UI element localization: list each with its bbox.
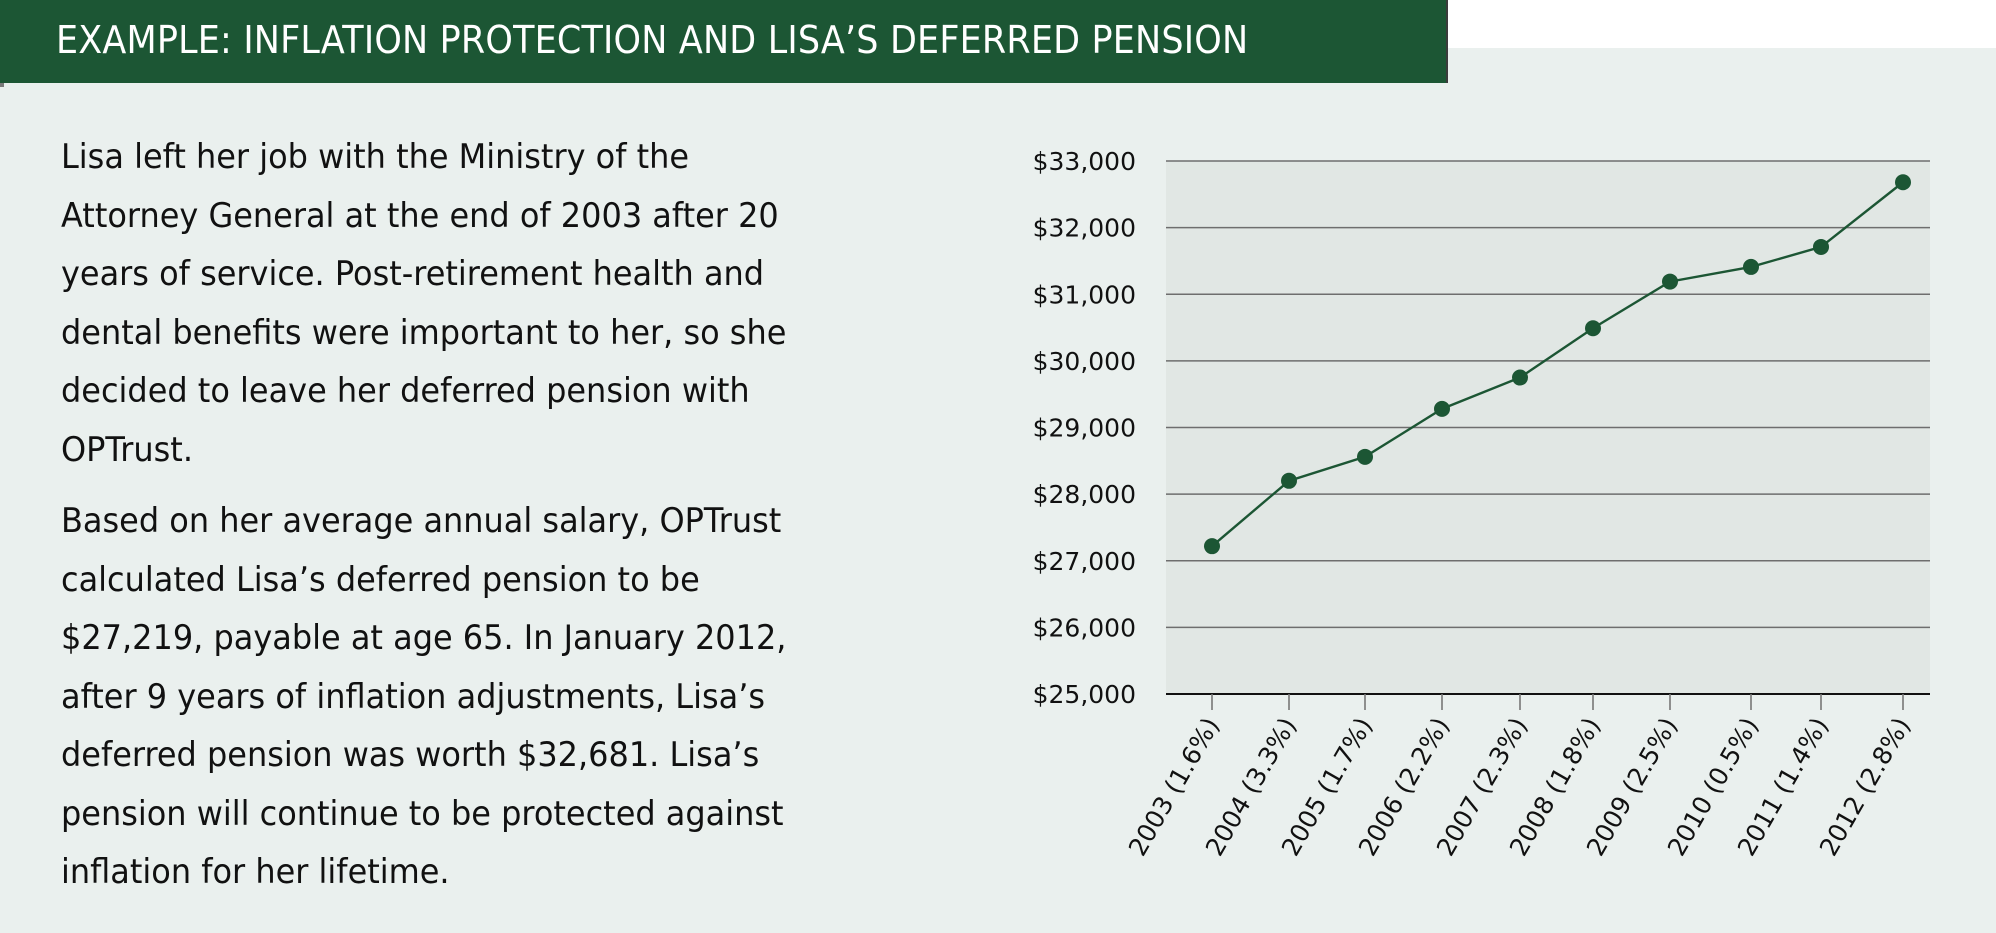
example-description: Lisa left her job with the Ministry of t… — [61, 128, 881, 915]
page-title: EXAMPLE: INFLATION PROTECTION AND LISA’S… — [56, 18, 1249, 62]
header-banner: EXAMPLE: INFLATION PROTECTION AND LISA’S… — [0, 0, 1448, 87]
header-corner-mark — [0, 83, 4, 87]
paragraph-calculation: Based on her average annual salary, OPTr… — [61, 501, 787, 892]
paragraph-background: Lisa left her job with the Ministry of t… — [61, 137, 787, 470]
